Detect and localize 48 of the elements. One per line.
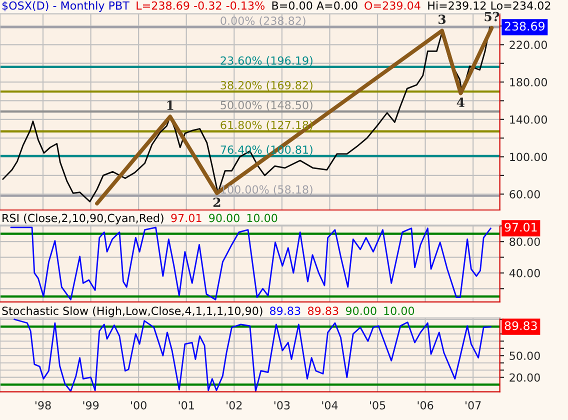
annotation: 1 <box>167 100 174 110</box>
x-tick-label: '99 <box>83 401 99 410</box>
line-series <box>10 226 492 300</box>
text: Hi=239.12 Lo=234.02 <box>428 1 550 10</box>
data-label: 238.69 <box>504 22 544 31</box>
text: 89.83 <box>308 306 338 316</box>
line-series <box>14 318 492 392</box>
ref-line-label: 0.00% (238.82) <box>220 16 306 26</box>
annotation: 2 <box>213 198 220 207</box>
y-tick-label: 20.00 <box>510 373 540 382</box>
text: L=238.69 -0.32 -0.13% <box>136 1 265 10</box>
y-tick-label: 220.00 <box>510 40 548 50</box>
data-label: 97.01 <box>504 222 537 232</box>
text: 10.00 <box>247 214 278 222</box>
ref-line-label: 38.20% (169.82) <box>220 80 312 91</box>
annotation: 4 <box>456 98 464 107</box>
text: B=0.00 A=0.00 <box>272 1 358 10</box>
x-tick-label: '00 <box>131 401 146 410</box>
chart-title: RSI (Close,2,10,90,Cyan,Red) <box>2 214 164 224</box>
x-tick-label: '07 <box>466 401 481 410</box>
x-tick-label: '01 <box>178 401 194 410</box>
text: 10.00 <box>384 306 414 316</box>
line-series <box>95 26 494 206</box>
x-tick-label: '06 <box>418 401 434 410</box>
chart-title: $OSX(D) - Monthly PBT <box>2 1 130 12</box>
y-tick-label: 180.00 <box>510 78 548 86</box>
text: O=239.04 <box>364 1 420 10</box>
data-label: 89.83 <box>504 321 537 330</box>
y-tick-label: 100.00 <box>510 152 548 162</box>
ref-line-label: 23.60% (196.19) <box>220 56 312 66</box>
x-tick-label: '03 <box>274 401 290 410</box>
chart-title: Stochastic Slow (High,Low,Close,4,1,1,1,10,90) <box>2 306 262 318</box>
y-tick-label: 140.00 <box>510 115 548 124</box>
annotation: 5? <box>484 12 500 22</box>
text: 90.00 <box>346 306 376 316</box>
text: 89.83 <box>270 306 300 316</box>
x-tick-label: '05 <box>370 401 386 410</box>
annotation: 3 <box>438 14 446 24</box>
x-tick-label: '04 <box>322 401 338 410</box>
x-tick-label: '98 <box>35 401 51 410</box>
y-tick-label: 50.00 <box>510 352 540 360</box>
y-tick-label: 40.00 <box>509 268 540 278</box>
x-tick-label: '02 <box>226 401 242 410</box>
y-tick-label: 60.00 <box>510 190 540 198</box>
ref-line-label: 50.00% (148.50) <box>220 100 312 111</box>
text: 90.00 <box>209 214 240 222</box>
text: 97.01 <box>171 214 202 222</box>
y-tick-label: 80.00 <box>510 238 540 246</box>
